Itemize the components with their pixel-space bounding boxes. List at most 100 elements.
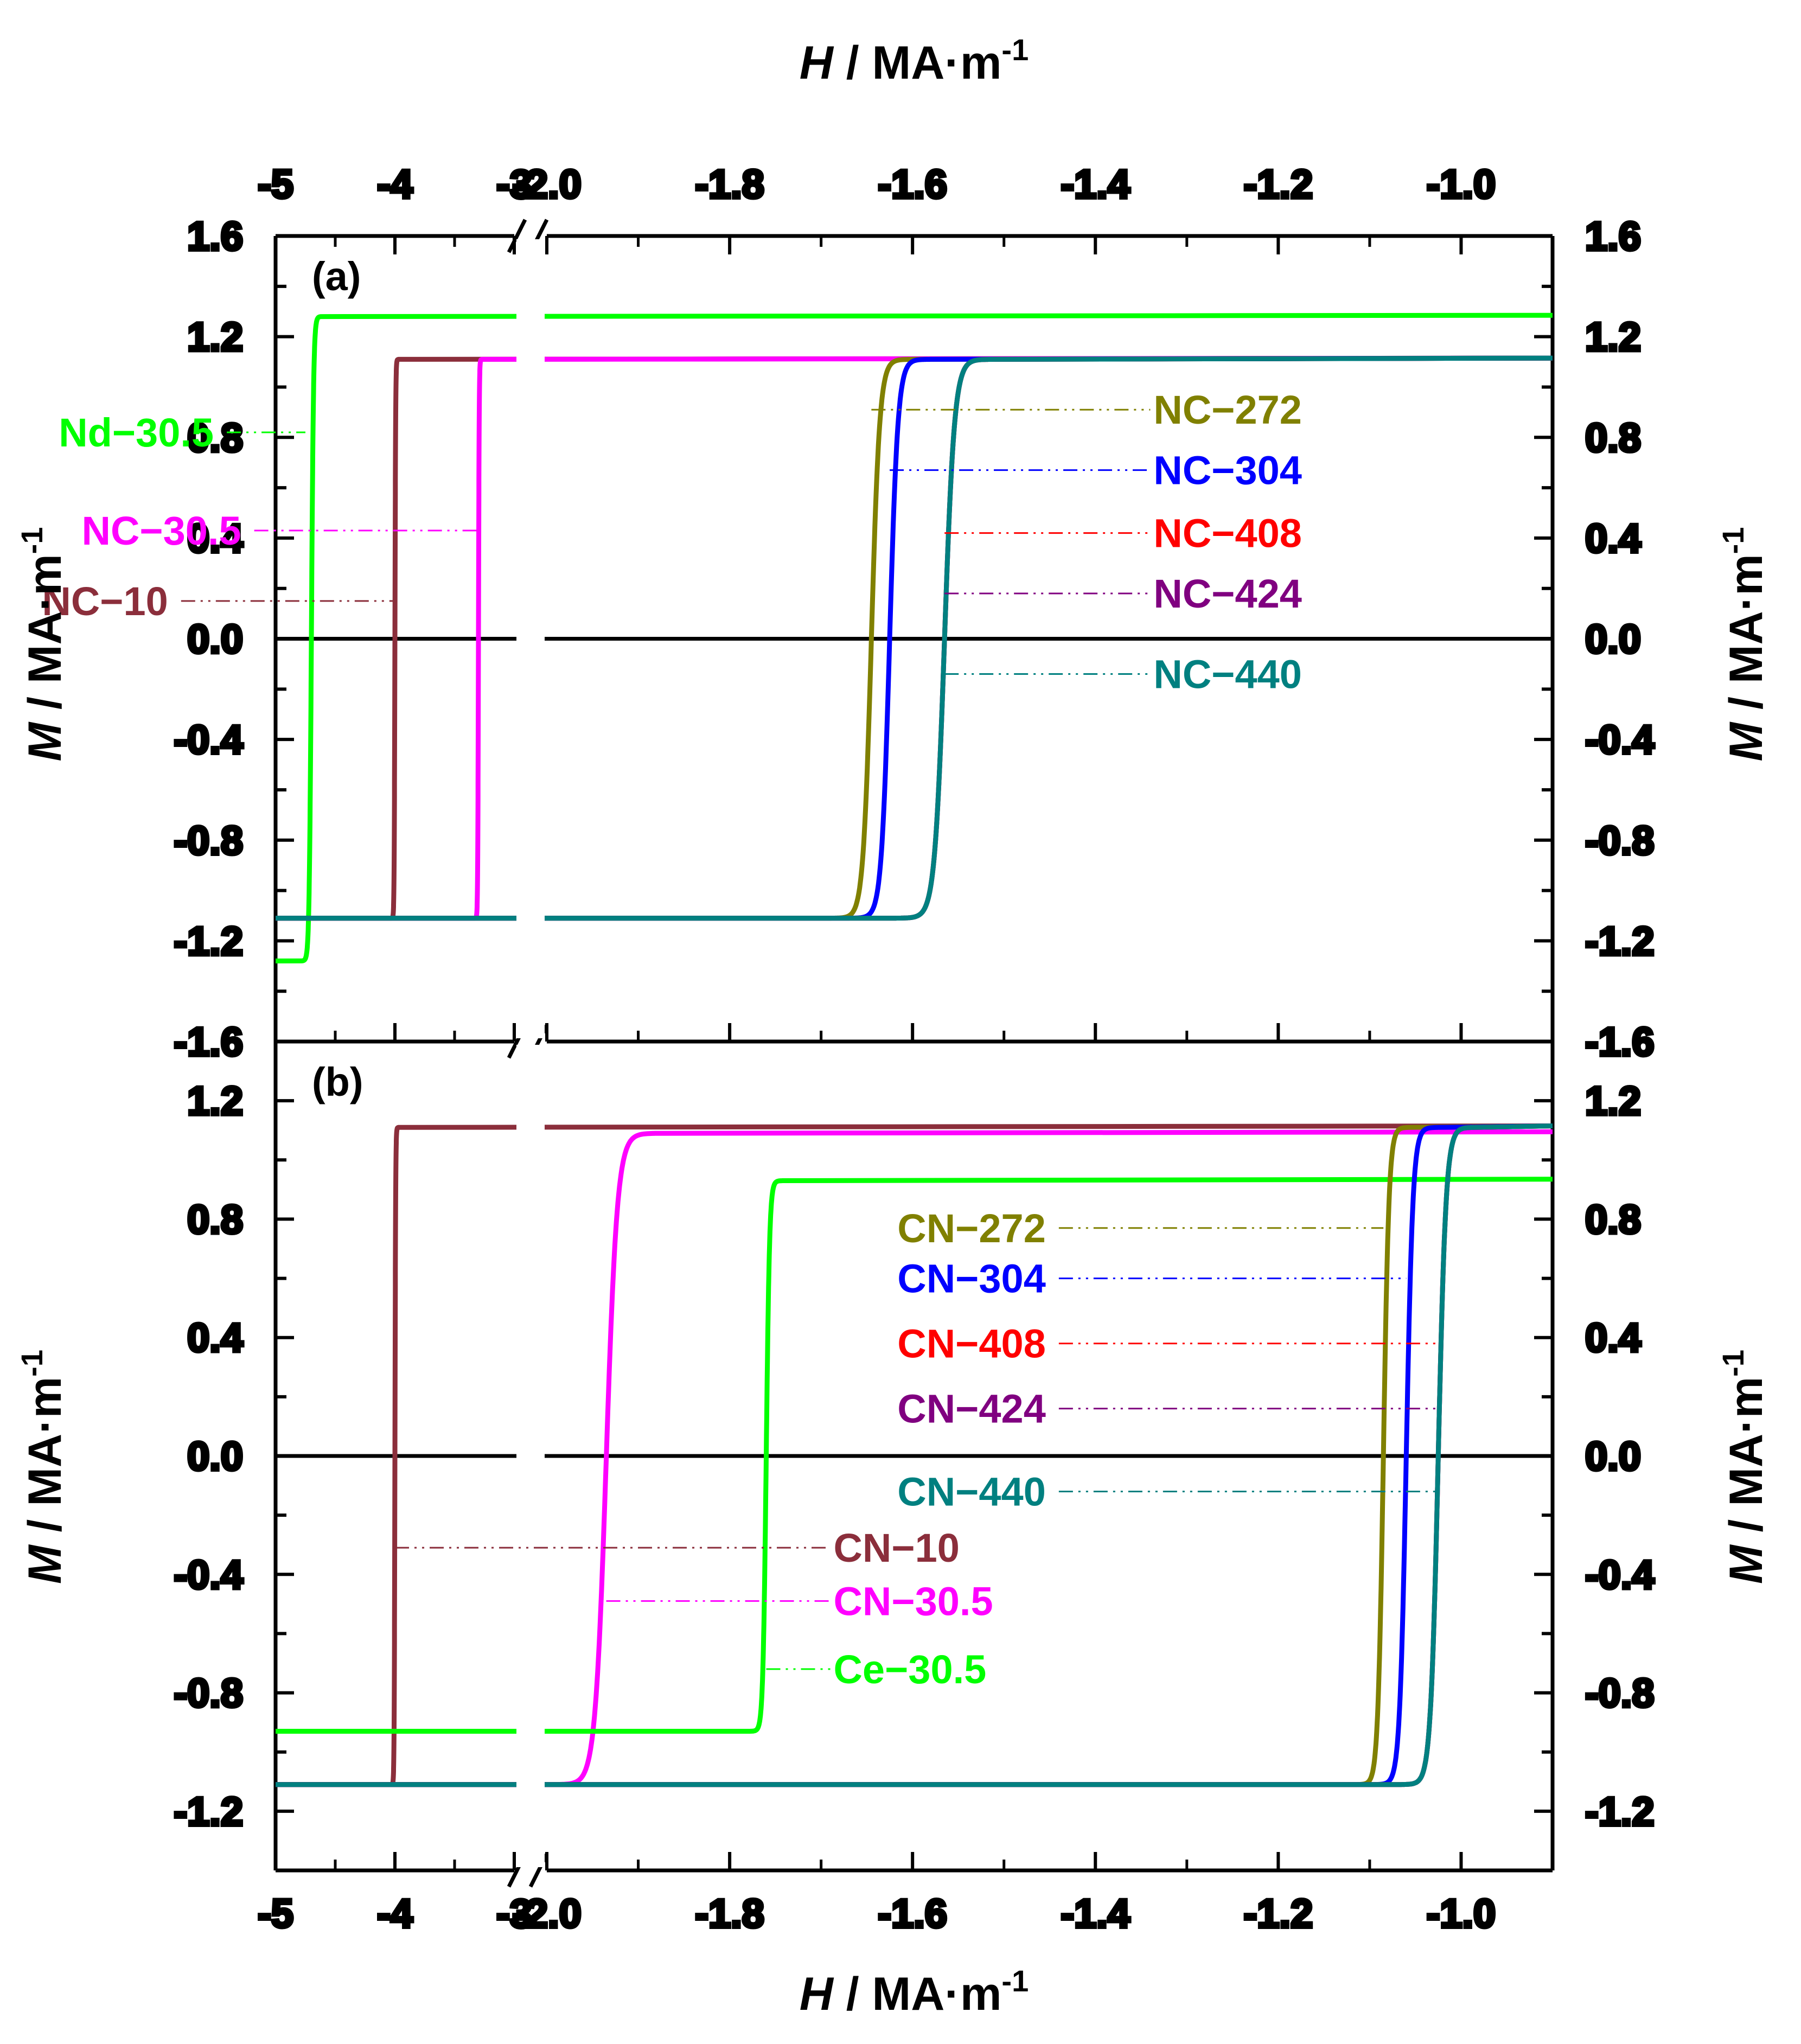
y-tick-label-right: 0.8 bbox=[1585, 1197, 1641, 1242]
y-axis-title-symbol: M bbox=[19, 1544, 71, 1584]
annotation-label: Nd−30.5 bbox=[59, 410, 214, 455]
x-tick-label-top: -3 bbox=[496, 162, 532, 207]
axis-break-gap bbox=[516, 1045, 545, 1867]
x-tick-label-top: -2.0 bbox=[512, 162, 582, 207]
y-axis-title-exponent: -1 bbox=[1716, 527, 1750, 554]
panel-letter: (a) bbox=[312, 254, 361, 299]
y-axis-title-unit: / MA·m bbox=[1720, 1377, 1772, 1545]
y-ticks: -1.2 -1.2 -0.8 -0.8 -0.4 -0.4 0.0 0.0 0.4 0.4 0.8 0… bbox=[172, 1077, 1656, 1836]
x-minor-ticks bbox=[334, 236, 1554, 1042]
y-tick-label-right: 0.4 bbox=[1585, 1315, 1641, 1360]
y-tick-label-left: 1.2 bbox=[187, 1078, 243, 1123]
axis-break-gap bbox=[516, 239, 545, 1038]
y-axis-title: M / MA·m-1 bbox=[15, 1350, 71, 1584]
annotation-label: CN−10 bbox=[833, 1525, 959, 1570]
x-tick-label-bottom: -3 bbox=[496, 1891, 532, 1936]
y-axis-title: M / MA·m-1 bbox=[1716, 527, 1772, 762]
x-tick-label-bottom: -2.0 bbox=[512, 1891, 582, 1936]
annotation-label: NC−408 bbox=[1153, 511, 1302, 556]
y-tick-label-left: 1.6 bbox=[187, 214, 243, 259]
series-group bbox=[276, 1123, 1553, 1787]
y-tick-label-right: 0.0 bbox=[1585, 1434, 1641, 1479]
annotation-label: NC−272 bbox=[1153, 387, 1302, 432]
y-axis-title-unit: / MA·m bbox=[19, 554, 71, 723]
y-tick-label-left: 0.0 bbox=[187, 617, 243, 662]
x-tick-label-bottom: -4 bbox=[377, 1891, 413, 1936]
y-tick-label-right: 1.2 bbox=[1585, 315, 1641, 360]
x-tick-label-bottom: -1.0 bbox=[1427, 1891, 1496, 1936]
annotation-label: NC−304 bbox=[1153, 448, 1302, 493]
series-group bbox=[275, 312, 1553, 963]
x-tick-label-top: -1.0 bbox=[1427, 162, 1496, 207]
y-tick-label-left: 0.8 bbox=[187, 415, 243, 460]
y-tick-label-right: -1.2 bbox=[1585, 918, 1655, 963]
y-tick-label-left: -0.8 bbox=[174, 1671, 243, 1716]
panel-a: -5 -4 -3-2.0 -1.8 -1.6 -1.4 -1.2 -1.0-1.6 -1.6-1… bbox=[15, 160, 1772, 1066]
y-tick-label-left: -1.2 bbox=[174, 918, 243, 963]
annotation-label: CN−408 bbox=[897, 1321, 1046, 1366]
x-ticks: -5 -4 -3-2.0 -1.8 -1.6 -1.4 -1.2 -1.0 bbox=[256, 1852, 1497, 1938]
series-line-NC-440 bbox=[276, 355, 1553, 921]
y-axis-title: M / MA·m-1 bbox=[1716, 1350, 1772, 1584]
y-tick-label-left: -0.8 bbox=[174, 818, 243, 863]
y-axis-title-exponent: -1 bbox=[1716, 1350, 1750, 1377]
y-tick-label-right: 1.6 bbox=[1585, 214, 1641, 259]
x-tick-label-top: -4 bbox=[377, 162, 413, 207]
x-axis-title-exponent: -1 bbox=[1001, 33, 1029, 67]
axis-break-stroke bbox=[507, 219, 527, 253]
x-axis-title-symbol: H bbox=[800, 37, 834, 89]
series-line-Nd-30.5 bbox=[275, 312, 1553, 963]
annotation-label: NC−440 bbox=[1153, 651, 1302, 697]
x-tick-label-bottom: -1.6 bbox=[878, 1891, 947, 1936]
annotation-label: NC−424 bbox=[1153, 571, 1302, 616]
y-tick-label-left: 1.2 bbox=[187, 315, 243, 360]
annotation-label: Ce−30.5 bbox=[833, 1647, 986, 1692]
y-tick-label-left: -0.4 bbox=[174, 717, 243, 762]
x-tick-label-bottom: -5 bbox=[258, 1891, 293, 1936]
x-axis-title: H / MA·m-1 bbox=[800, 1964, 1029, 2020]
y-tick-label-left: 0.8 bbox=[187, 1197, 243, 1242]
y-axis-title-unit: / MA·m bbox=[1720, 554, 1772, 723]
y-axis-title-unit: / MA·m bbox=[19, 1377, 71, 1545]
x-tick-label-top: -1.6 bbox=[878, 162, 947, 207]
x-axis-title-unit: / MA·m bbox=[833, 37, 1002, 89]
annotation-label: CN−272 bbox=[897, 1206, 1046, 1251]
y-tick-label-right: -0.4 bbox=[1585, 1552, 1655, 1597]
x-axis-title-unit: / MA·m bbox=[833, 1968, 1002, 2020]
x-axis-title: H / MA·m-1 bbox=[800, 33, 1029, 89]
annotation-label: NC−30.5 bbox=[82, 508, 241, 553]
y-axis-title-exponent: -1 bbox=[15, 527, 49, 554]
annotations: CN−272 CN−304 CN−408 CN−424 CN−440 CN−10 CN−30… bbox=[395, 1206, 1439, 1692]
y-axis-title-symbol: M bbox=[1720, 721, 1772, 761]
x-tick-label-bottom: -1.8 bbox=[695, 1891, 764, 1936]
x-tick-label-top: -1.4 bbox=[1061, 162, 1131, 207]
y-axis-title-symbol: M bbox=[19, 721, 71, 761]
annotation-label: CN−304 bbox=[897, 1256, 1046, 1301]
y-tick-label-left: 0.0 bbox=[187, 1434, 243, 1479]
y-tick-label-right: -0.4 bbox=[1585, 717, 1655, 762]
y-tick-label-right: -0.8 bbox=[1585, 1671, 1655, 1716]
y-tick-label-left: -1.6 bbox=[174, 1019, 243, 1064]
y-axis-title: M / MA·m-1 bbox=[15, 527, 71, 762]
y-tick-label-right: -0.8 bbox=[1585, 818, 1655, 863]
y-tick-label-left: 0.4 bbox=[187, 516, 243, 561]
x-tick-label-bottom: -1.4 bbox=[1061, 1891, 1131, 1936]
y-axis-title-exponent: -1 bbox=[15, 1350, 49, 1377]
y-tick-label-left: 0.4 bbox=[187, 1315, 243, 1360]
y-tick-label-right: 1.2 bbox=[1585, 1078, 1641, 1123]
x-tick-label-top: -5 bbox=[258, 162, 293, 207]
x-minor-ticks bbox=[334, 1860, 1554, 1870]
y-tick-label-right: 0.0 bbox=[1585, 617, 1641, 662]
annotation-label: CN−440 bbox=[897, 1469, 1046, 1514]
x-tick-label-top: -1.2 bbox=[1244, 162, 1313, 207]
y-axis-title-symbol: M bbox=[1720, 1544, 1772, 1584]
x-tick-label-top: -1.8 bbox=[695, 162, 764, 207]
panel-b: -5 -4 -3-2.0 -1.8 -1.6 -1.4 -1.2 -1.0 -1.2 -1.2 -0… bbox=[15, 1042, 1772, 1938]
axis-titles: H / MA·m-1H / MA·m-1 bbox=[800, 33, 1029, 2020]
annotation-label: CN−30.5 bbox=[833, 1579, 993, 1624]
y-tick-label-left: -1.2 bbox=[174, 1789, 243, 1834]
annotation-label: NC−10 bbox=[42, 579, 168, 624]
y-tick-label-right: 0.8 bbox=[1585, 415, 1641, 460]
panel-letter: (b) bbox=[312, 1059, 363, 1104]
